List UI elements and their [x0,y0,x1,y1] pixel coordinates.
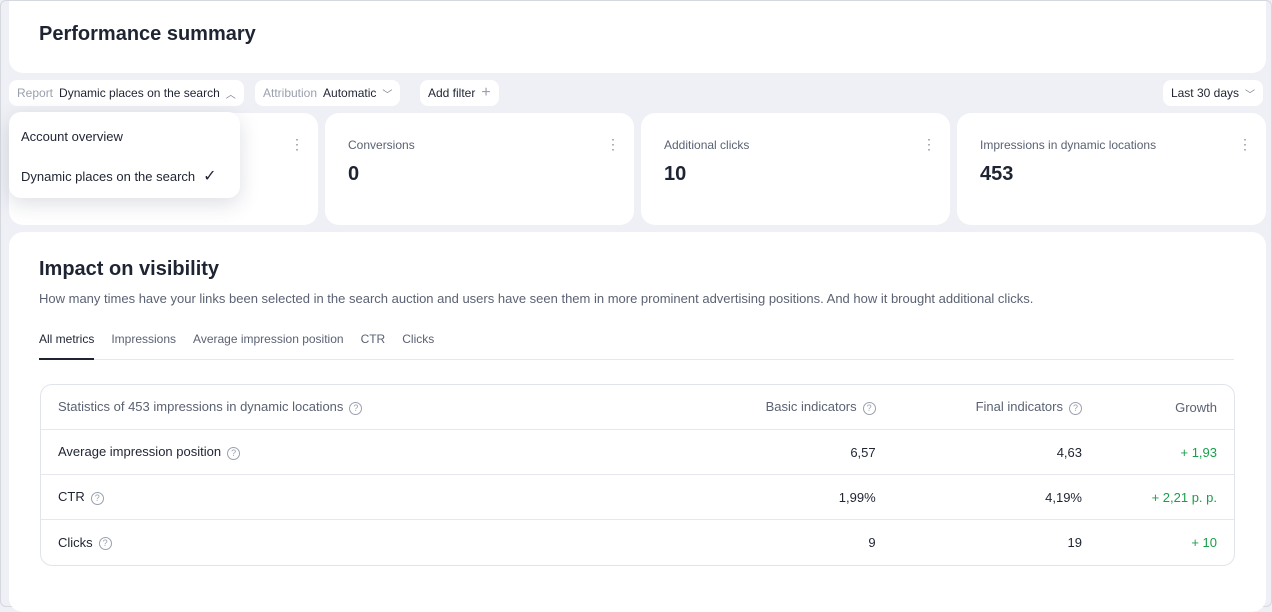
help-icon[interactable]: ? [90,491,104,505]
row-name: Clicks? [41,520,681,565]
more-icon[interactable]: ⋮ [290,136,304,152]
metric-label: Additional clicks [664,138,750,152]
growth-value: + 2,21 p. p. [1099,475,1234,520]
row-name: CTR? [41,475,681,520]
report-filter[interactable]: Report Dynamic places on the search ︿ [9,80,244,106]
metric-label: Conversions [348,138,415,152]
metric-card-impressions: Impressions in dynamic locations 453 ⋮ [957,113,1266,225]
header-card: Performance summary [9,1,1266,73]
col-growth: Growth [1099,385,1234,430]
metric-value: 0 [348,163,360,185]
chevron-down-icon: ﹀ [1245,89,1255,101]
table-header-row: Statistics of 453 impressions in dynamic… [41,385,1234,430]
attribution-label: Attribution [263,86,318,100]
metric-value: 453 [980,163,1014,185]
table-row: Average impression position? 6,57 4,63 + 1,… [41,430,1234,475]
tab-all-metrics[interactable]: All metrics [39,332,95,360]
metric-card-conversions: Conversions 0 ⋮ [325,113,634,225]
plus-icon: + [481,84,491,101]
statistics-table: Statistics of 453 impressions in dynamic… [40,384,1235,566]
add-filter-button[interactable]: Add filter + [420,80,499,106]
help-icon[interactable]: ? [98,537,112,551]
chevron-down-icon: ﹀ [382,89,393,101]
metric-label: Impressions in dynamic locations [980,138,1157,152]
row-name: Average impression position? [41,430,681,475]
growth-value: + 10 [1191,535,1217,550]
period-value: Last 30 days [1170,86,1239,100]
more-icon[interactable]: ⋮ [922,136,936,152]
attribution-value: Automatic [323,86,377,100]
table-row: Clicks? 9 19 + 10 [41,520,1234,565]
section-description: How many times have your links been sele… [39,291,1034,306]
col-statistics: Statistics of 453 impressions in dynamic… [41,385,681,430]
report-label: Report [17,86,54,100]
add-filter-label: Add filter [428,86,476,100]
metric-card-additional-clicks: Additional clicks 10 ⋮ [641,113,950,225]
metric-value: 10 [664,163,687,185]
report-dropdown-menu: Account overview Dynamic places on the s… [9,112,240,198]
help-icon[interactable]: ? [862,401,876,415]
menu-item-dynamic-places[interactable]: Dynamic places on the search ✓ [21,166,217,186]
help-icon[interactable]: ? [349,401,363,415]
check-icon: ✓ [203,168,217,185]
chevron-up-icon: ︿ [225,89,236,101]
more-icon[interactable]: ⋮ [1238,136,1252,152]
col-final: Final indicators? [892,385,1099,430]
tab-ctr[interactable]: CTR [360,332,386,346]
col-basic: Basic indicators? [681,385,893,430]
tab-clicks[interactable]: Clicks [402,332,435,346]
table-row: CTR? 1,99% 4,19% + 2,21 p. p. [41,475,1234,520]
page-title: Performance summary [39,23,256,45]
basic-value: 1,99% [681,475,893,520]
metric-tabs: All metrics Impressions Average impressi… [39,332,1234,360]
tab-impressions[interactable]: Impressions [111,332,177,346]
growth-value: + 1,93 [1099,430,1234,475]
tab-average-impression-position[interactable]: Average impression position [193,332,344,346]
final-value: 4,63 [892,430,1099,475]
visibility-section: Impact on visibility How many times have… [9,232,1266,612]
section-title: Impact on visibility [39,258,220,280]
final-value: 4,19% [892,475,1099,520]
help-icon[interactable]: ? [227,446,241,460]
more-icon[interactable]: ⋮ [606,136,620,152]
report-value: Dynamic places on the search [59,86,220,100]
menu-item-account-overview[interactable]: Account overview [21,129,123,144]
basic-value: 6,57 [681,430,893,475]
menu-item-label: Dynamic places on the search [21,169,196,184]
period-select[interactable]: Last 30 days ﹀ [1162,80,1263,106]
help-icon[interactable]: ? [1069,401,1082,415]
attribution-filter[interactable]: Attribution Automatic ﹀ [255,80,401,106]
final-value: 19 [1067,535,1082,550]
basic-value: 9 [868,535,876,550]
